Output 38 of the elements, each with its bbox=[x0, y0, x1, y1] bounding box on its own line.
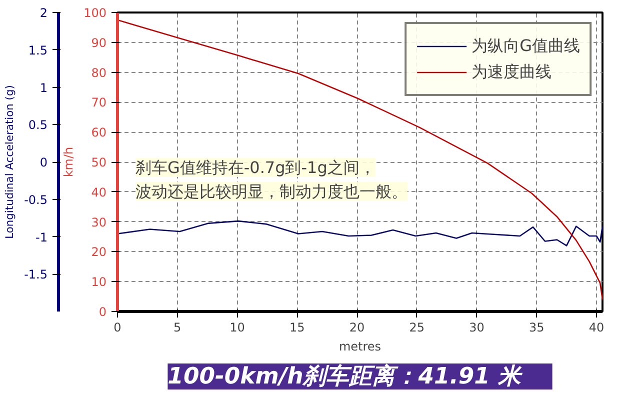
legend-label: 为纵向G值曲线 bbox=[472, 36, 580, 56]
x-tick-label: 40 bbox=[588, 320, 604, 334]
x-tick-label: 10 bbox=[230, 320, 245, 334]
x-tick-label: 35 bbox=[529, 320, 544, 334]
x-tick-label: 0 bbox=[114, 320, 122, 334]
y-tick-label: 40 bbox=[91, 185, 107, 200]
y-tick-label: 10 bbox=[91, 275, 107, 290]
annotation: 刹车G值维持在-0.7g到-1g之间， bbox=[135, 158, 376, 177]
line-series bbox=[118, 220, 602, 246]
y-tick-label: 60 bbox=[91, 126, 107, 140]
y-tick-label: 30 bbox=[91, 215, 107, 230]
y-tick-label: 50 bbox=[91, 156, 107, 170]
y-tick-label: 20 bbox=[91, 245, 107, 260]
y-tick-label: 0 bbox=[98, 305, 107, 319]
y-tick-label: 80 bbox=[91, 66, 107, 80]
annotation: 波动还是比较明显，制动力度也一般。 bbox=[135, 182, 408, 201]
y2-tick-label: 2 bbox=[40, 6, 48, 20]
x-tick-label: 20 bbox=[349, 320, 365, 334]
y-tick-label: 70 bbox=[91, 96, 107, 110]
x-axis-title: metres bbox=[338, 340, 382, 354]
y2-axis-title: Longitudinal Acceleration (g) bbox=[3, 85, 16, 239]
y2-tick-label: 1.5 bbox=[28, 43, 48, 58]
x-tick-label: 15 bbox=[289, 320, 305, 334]
x-tick-label: 30 bbox=[469, 320, 484, 334]
y-tick-label: 100 bbox=[84, 6, 106, 20]
y2-tick-label: -0.5 bbox=[24, 192, 48, 207]
x-tick-label: 25 bbox=[409, 320, 425, 334]
y2-tick-label: 1 bbox=[40, 80, 48, 95]
y2-tick-label: -1.5 bbox=[24, 268, 48, 282]
y2-tick-label: 0 bbox=[40, 156, 48, 170]
y-axis-title: km/h bbox=[62, 146, 76, 178]
y2-tick-label: -1 bbox=[36, 230, 48, 244]
y2-tick-label: 0.5 bbox=[28, 118, 48, 132]
x-tick-label: 5 bbox=[174, 320, 182, 334]
legend-label: 为速度曲线 bbox=[472, 62, 552, 82]
line-series bbox=[118, 19, 602, 300]
y-tick-label: 90 bbox=[91, 36, 107, 50]
text: 100-0km/h刹车距离：41.91 米 bbox=[168, 364, 523, 390]
